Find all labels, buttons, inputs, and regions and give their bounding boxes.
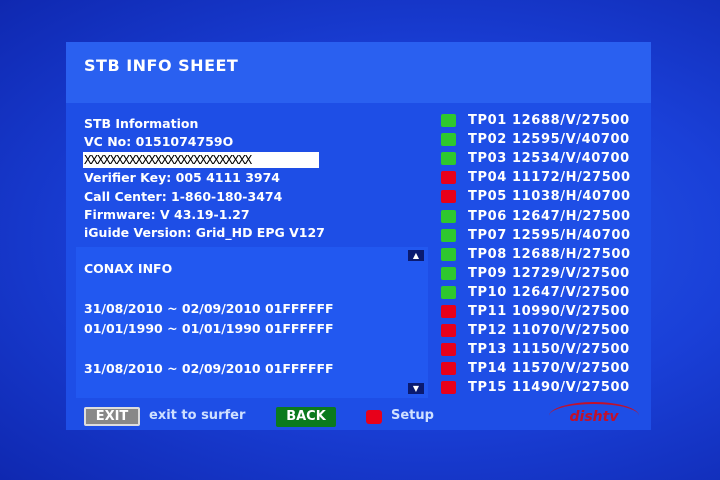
scroll-up-icon[interactable]: ▲ <box>408 250 424 261</box>
status-fail-icon <box>441 171 456 185</box>
exit-hint: exit to surfer <box>149 408 246 423</box>
transponder-row: TP02 12595/V/40700 <box>436 130 651 149</box>
transponder-label: TP05 11038/H/40700 <box>468 189 631 205</box>
status-fail-icon <box>441 304 456 318</box>
transponder-row: TP11 10990/V/27500 <box>436 302 651 321</box>
transponder-row: TP15 11490/V/27500 <box>436 378 651 397</box>
transponder-row: TP12 11070/V/27500 <box>436 321 651 340</box>
status-ok-icon <box>441 209 456 223</box>
header-bar <box>66 42 651 103</box>
transponder-label: TP01 12688/V/27500 <box>468 113 630 129</box>
status-fail-icon <box>441 381 456 395</box>
transponder-label: TP09 12729/V/27500 <box>468 265 630 281</box>
transponder-label: TP11 10990/V/27500 <box>468 303 630 319</box>
transponder-label: TP06 12647/H/27500 <box>468 208 631 224</box>
transponder-list: TP01 12688/V/27500 TP02 12595/V/40700 TP03… <box>436 111 651 397</box>
firmware-version: Firmware: V 43.19-1.27 <box>84 206 250 222</box>
transponder-row: TP08 12688/H/27500 <box>436 245 651 264</box>
transponder-row: TP07 12595/H/40700 <box>436 226 651 245</box>
transponder-row: TP13 11150/V/27500 <box>436 340 651 359</box>
transponder-row: TP10 12647/V/27500 <box>436 283 651 302</box>
conax-info-box[interactable]: CONAX INFO 31/08/2010 ~ 02/09/2010 01FFF… <box>76 247 428 398</box>
transponder-label: TP03 12534/V/40700 <box>468 151 630 167</box>
scroll-down-icon[interactable]: ▼ <box>408 383 424 394</box>
transponder-label: TP15 11490/V/27500 <box>468 380 630 396</box>
status-fail-icon <box>441 324 456 338</box>
transponder-row: TP03 12534/V/40700 <box>436 149 651 168</box>
status-ok-icon <box>441 133 456 147</box>
transponder-label: TP04 11172/H/27500 <box>468 170 631 186</box>
status-ok-icon <box>441 266 456 280</box>
back-button[interactable]: BACK <box>276 407 336 427</box>
status-ok-icon <box>441 114 456 128</box>
setup-hint[interactable]: Setup <box>391 408 434 423</box>
iguide-version: iGuide Version: Grid_HD EPG V127 <box>84 225 325 241</box>
exit-button[interactable]: EXIT <box>84 407 140 426</box>
transponder-label: TP02 12595/V/40700 <box>468 132 630 148</box>
status-ok-icon <box>441 152 456 166</box>
page-title: STB INFO SHEET <box>84 56 239 75</box>
transponder-row: TP14 11570/V/27500 <box>436 359 651 378</box>
transponder-label: TP10 12647/V/27500 <box>468 284 630 300</box>
status-ok-icon <box>441 228 456 242</box>
stb-information: STB Information VC No: 0151074759O XXXXX… <box>83 115 325 242</box>
transponder-row: TP09 12729/V/27500 <box>436 264 651 283</box>
conax-entry: 31/08/2010 ~ 02/09/2010 01FFFFFF <box>84 361 334 376</box>
transponder-label: TP12 11070/V/27500 <box>468 323 630 339</box>
footer-bar: EXIT exit to surfer BACK Setup dishtv <box>66 402 651 430</box>
transponder-row: TP01 12688/V/27500 <box>436 111 651 130</box>
vc-number: VC No: 0151074759O <box>84 134 234 150</box>
conax-title: CONAX INFO <box>84 261 173 276</box>
conax-entry: 31/08/2010 ~ 02/09/2010 01FFFFFF <box>84 301 334 316</box>
transponder-row: TP05 11038/H/40700 <box>436 187 651 206</box>
status-fail-icon <box>441 343 456 357</box>
status-ok-icon <box>441 285 456 299</box>
transponder-label: TP13 11150/V/27500 <box>468 342 630 358</box>
transponder-row: TP06 12647/H/27500 <box>436 206 651 225</box>
stb-info-heading: STB Information <box>84 116 199 131</box>
transponder-label: TP07 12595/H/40700 <box>468 227 631 243</box>
red-key-icon <box>366 410 382 424</box>
transponder-label: TP14 11570/V/27500 <box>468 361 630 377</box>
status-ok-icon <box>441 247 456 261</box>
transponder-label: TP08 12688/H/27500 <box>468 246 631 262</box>
status-fail-icon <box>441 190 456 204</box>
transponder-row: TP04 11172/H/27500 <box>436 168 651 187</box>
verifier-key: Verifier Key: 005 4111 3974 <box>84 170 280 186</box>
call-center: Call Center: 1-860-180-3474 <box>84 188 283 204</box>
dishtv-logo: dishtv <box>549 402 639 430</box>
conax-entry: 01/01/1990 ~ 01/01/1990 01FFFFFF <box>84 321 334 336</box>
masked-field: XXXXXXXXXXXXXXXXXXXXXXXXXX <box>83 152 319 169</box>
status-fail-icon <box>441 362 456 376</box>
